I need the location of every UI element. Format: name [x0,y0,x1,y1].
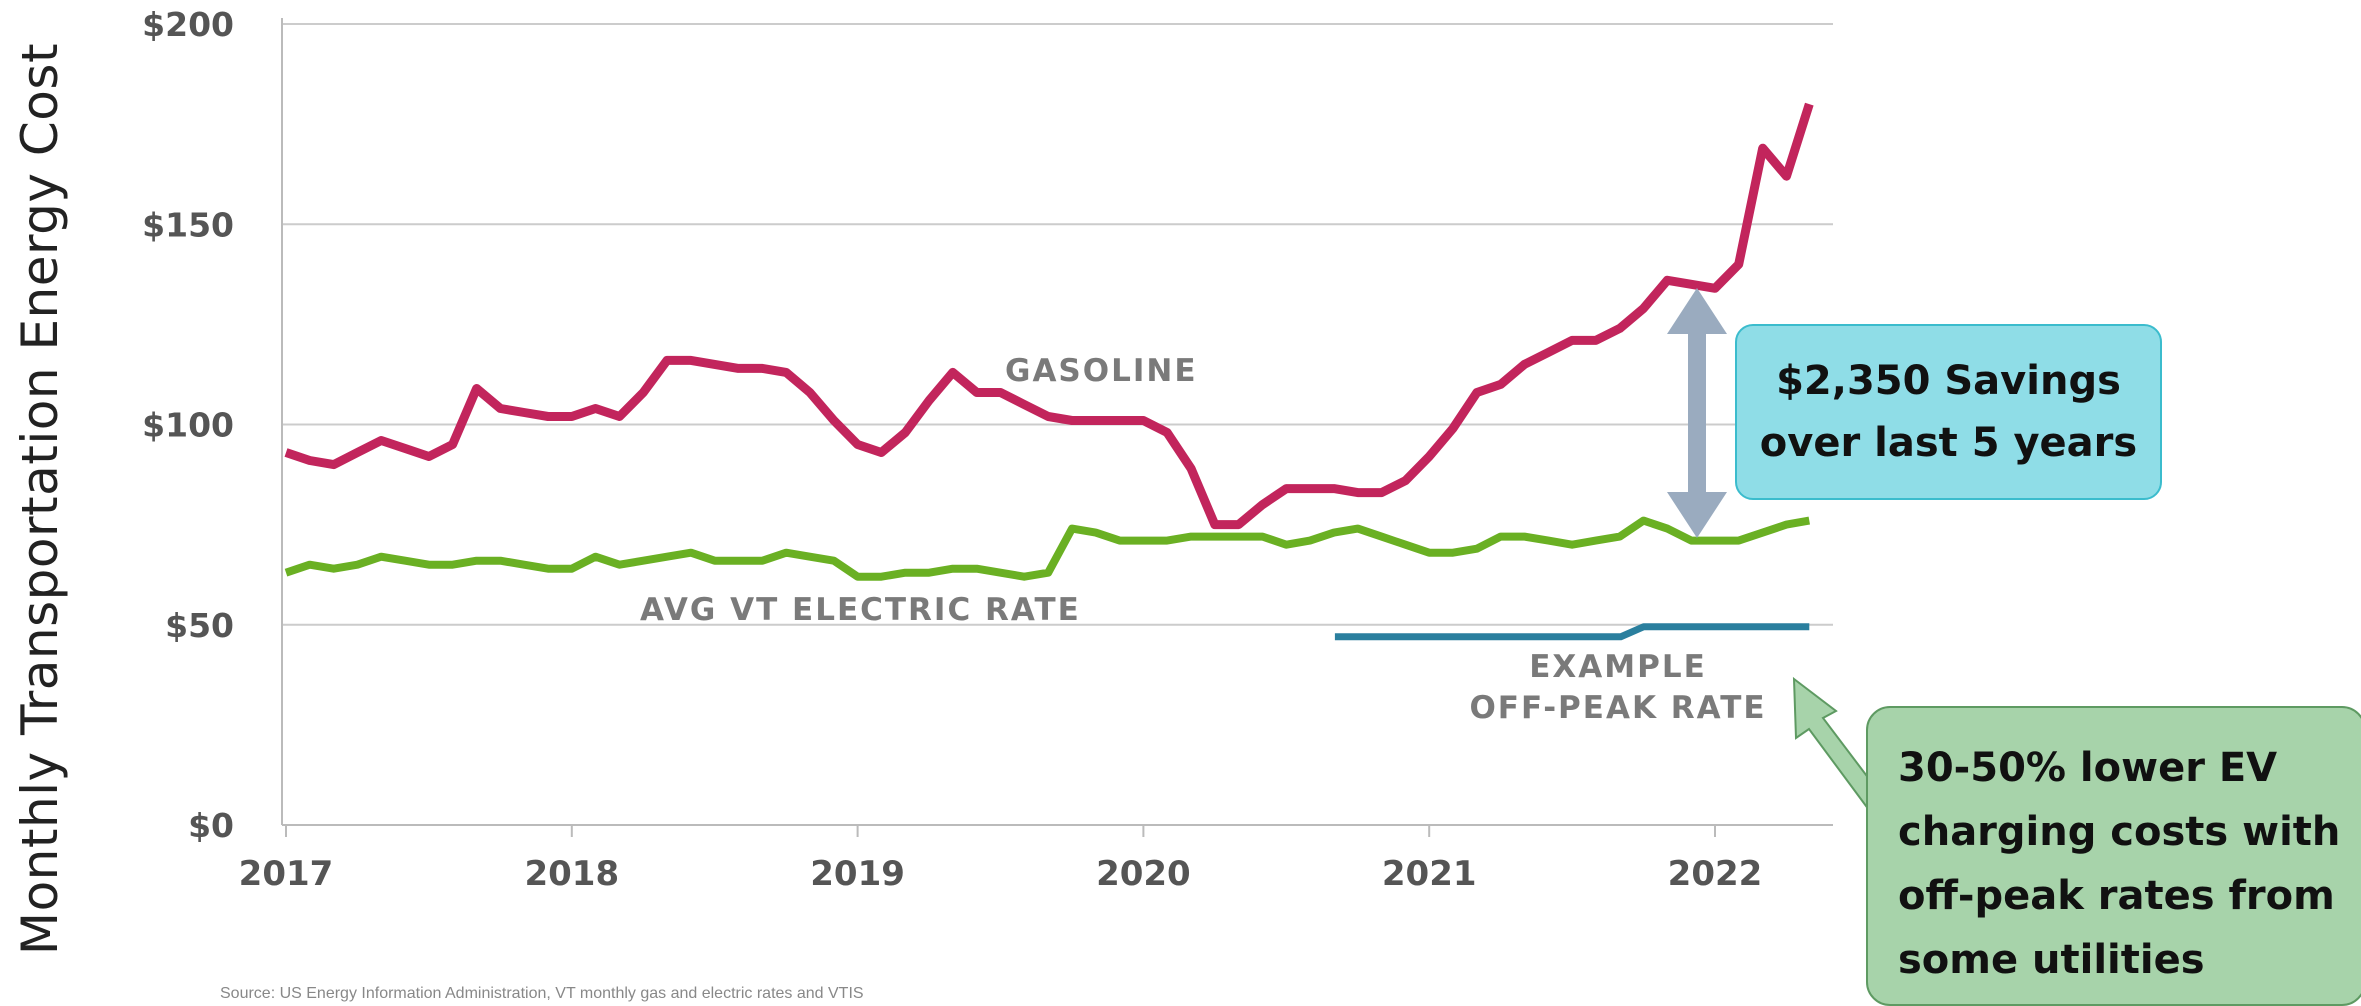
x-tick-label-2017: 2017 [239,854,334,894]
y-tick-label-150: $150 [142,205,234,244]
offpeak-callout-line-2: charging costs with [1898,809,2341,855]
x-tick-labels: 2017 2018 2019 2020 2021 2022 [239,854,1763,894]
savings-callout-line-1: $2,350 Savings [1776,358,2121,404]
y-axis-label: Monthly Transportation Energy Cost [11,42,69,956]
y-tick-label-50: $50 [165,606,234,645]
offpeak-label-line-2: OFF-PEAK RATE [1469,690,1766,726]
x-tick-label-2018: 2018 [524,854,619,894]
savings-callout: $2,350 Savings over last 5 years [1735,324,2162,500]
series-lines [284,102,1814,641]
offpeak-callout-line-1: 30-50% lower EV [1898,745,2278,791]
offpeak-label-line-1: EXAMPLE [1529,649,1707,685]
series-line-avg-vt-electric-rate [284,516,1810,581]
y-tick-label-200: $200 [142,5,234,44]
grid-lines [282,23,1833,626]
series-line-gasoline [284,102,1814,530]
savings-callout-line-2: over last 5 years [1759,420,2138,466]
y-tick-labels: $0 $50 $100 $150 $200 [142,5,234,845]
offpeak-callout-line-3: off-peak rates from [1898,873,2335,919]
savings-arrow-shaft [1688,330,1706,496]
gasoline-label: GASOLINE [1005,353,1198,389]
x-tick-label-2021: 2021 [1382,854,1477,894]
savings-arrow-head-up [1667,288,1727,334]
savings-arrow [1667,288,1887,812]
offpeak-callout: 30-50% lower EV charging costs with off-… [1866,706,2361,1006]
axes [281,18,1833,837]
y-axis-label-container: Monthly Transportation Energy Cost [0,0,80,998]
y-tick-label-0: $0 [188,806,234,845]
y-tick-label-100: $100 [142,406,234,445]
electric-label: AVG VT ELECTRIC RATE [640,592,1081,628]
x-tick-label-2022: 2022 [1668,854,1763,894]
source-note: Source: US Energy Information Administra… [220,985,864,1002]
x-tick-label-2020: 2020 [1096,854,1191,894]
savings-arrow-head-down [1667,492,1727,538]
x-tick-label-2019: 2019 [810,854,905,894]
series-line-example-off-peak-rate [1334,623,1810,641]
offpeak-callout-line-4: some utilities [1898,937,2205,983]
series-labels: GASOLINE AVG VT ELECTRIC RATE EXAMPLE OFF-P… [640,353,1766,726]
